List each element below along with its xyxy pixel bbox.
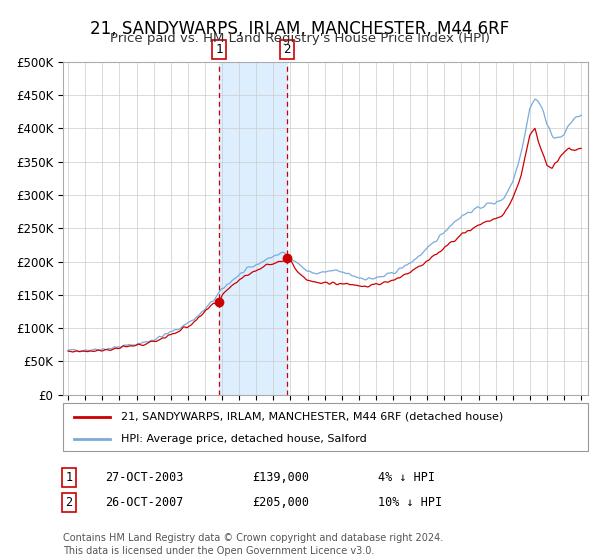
Text: Contains HM Land Registry data © Crown copyright and database right 2024.: Contains HM Land Registry data © Crown c… [63,533,443,543]
Text: 2: 2 [65,496,73,509]
Text: 26-OCT-2007: 26-OCT-2007 [105,496,184,509]
Text: 10% ↓ HPI: 10% ↓ HPI [378,496,442,509]
Text: 1: 1 [65,470,73,484]
Text: 21, SANDYWARPS, IRLAM, MANCHESTER, M44 6RF: 21, SANDYWARPS, IRLAM, MANCHESTER, M44 6… [91,20,509,38]
FancyBboxPatch shape [63,403,588,451]
Text: 27-OCT-2003: 27-OCT-2003 [105,470,184,484]
Text: HPI: Average price, detached house, Salford: HPI: Average price, detached house, Salf… [121,434,367,444]
Text: 2: 2 [284,43,291,56]
Text: 21, SANDYWARPS, IRLAM, MANCHESTER, M44 6RF (detached house): 21, SANDYWARPS, IRLAM, MANCHESTER, M44 6… [121,412,503,422]
Text: 4% ↓ HPI: 4% ↓ HPI [378,470,435,484]
Text: 1: 1 [215,43,223,56]
Text: Price paid vs. HM Land Registry's House Price Index (HPI): Price paid vs. HM Land Registry's House … [110,32,490,45]
Bar [219,62,287,395]
Text: £205,000: £205,000 [252,496,309,509]
Text: This data is licensed under the Open Government Licence v3.0.: This data is licensed under the Open Gov… [63,546,374,556]
Text: £139,000: £139,000 [252,470,309,484]
